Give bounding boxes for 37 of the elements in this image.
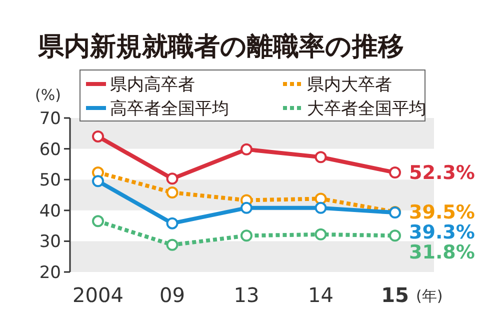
point xyxy=(314,151,327,164)
chart-title: 県内新規就職者の離職率の推移 xyxy=(37,32,404,62)
y-tick-label: 70 xyxy=(39,108,61,129)
legend-label: 高卒者全国平均 xyxy=(110,98,229,119)
point xyxy=(240,202,252,214)
data-label: 52.3% xyxy=(409,162,475,184)
x-tick-label: 14 xyxy=(308,283,334,307)
point xyxy=(389,230,401,242)
x-axis-title: (年) xyxy=(416,287,443,305)
data-label: 39.3% xyxy=(409,222,475,244)
y-axis-title: (%) xyxy=(35,86,61,104)
point xyxy=(314,228,327,240)
point xyxy=(92,175,104,188)
y-tick-label: 50 xyxy=(39,170,61,191)
point xyxy=(240,230,252,242)
x-tick-label: 13 xyxy=(234,283,260,307)
point xyxy=(92,215,104,228)
legend-label: 県内高卒者 xyxy=(110,74,195,95)
y-tick-label: 20 xyxy=(39,262,61,283)
point xyxy=(240,143,252,156)
data-label: 31.8% xyxy=(409,242,475,264)
point xyxy=(389,166,401,179)
y-tick-label: 40 xyxy=(39,201,61,222)
y-tick-label: 60 xyxy=(39,140,61,160)
point xyxy=(92,130,104,142)
x-tick-label: 09 xyxy=(160,283,185,307)
data-label: 39.5% xyxy=(409,202,475,224)
x-tick-label: 15 xyxy=(381,283,409,307)
point xyxy=(166,238,178,251)
point xyxy=(166,217,178,230)
point xyxy=(314,202,327,214)
point xyxy=(166,186,178,199)
legend-label: 県内大卒者 xyxy=(307,74,392,95)
y-tick-label: 30 xyxy=(39,232,61,252)
x-tick-label: 2004 xyxy=(72,283,124,307)
legend-label: 大卒者全国平均 xyxy=(307,98,426,119)
point xyxy=(166,172,178,185)
